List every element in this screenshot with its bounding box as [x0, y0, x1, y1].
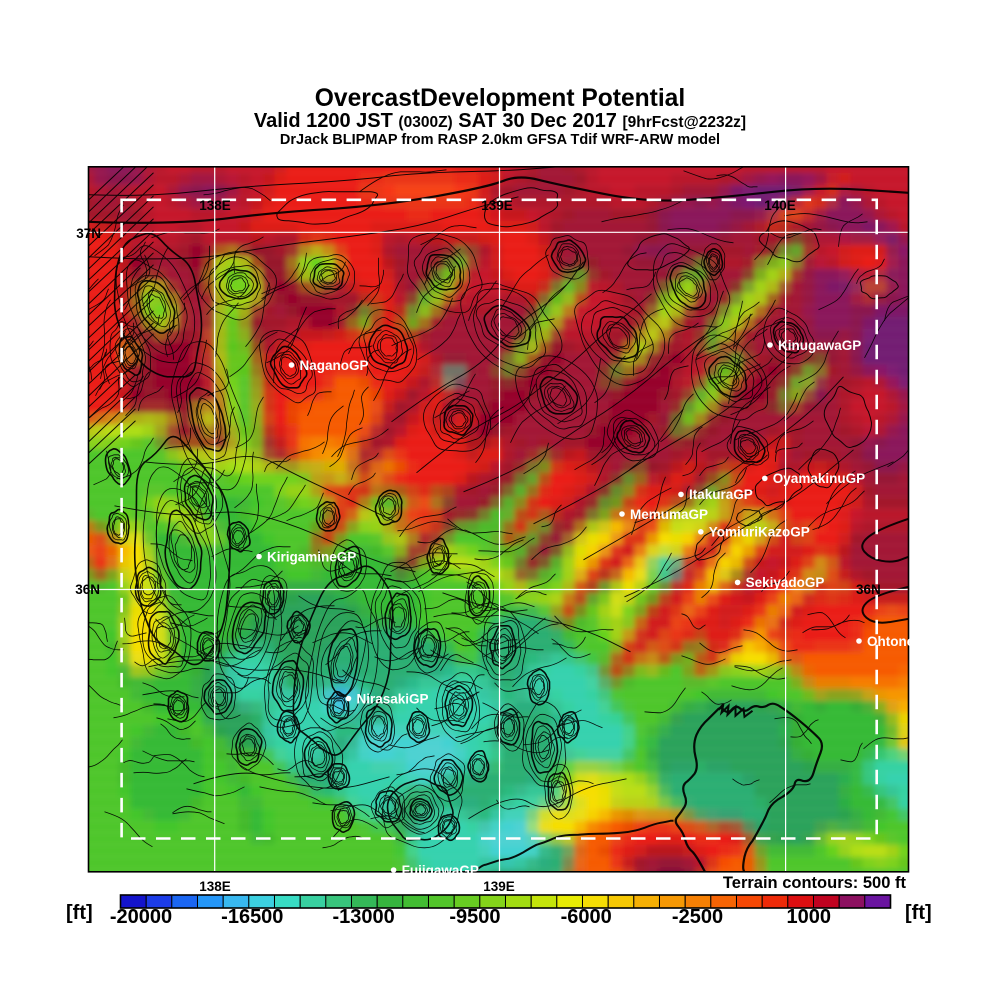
svg-text:SekiyadoGP: SekiyadoGP [746, 575, 825, 590]
svg-text:140E: 140E [764, 198, 796, 213]
svg-text:-6000: -6000 [561, 906, 612, 928]
svg-text:1000: 1000 [787, 906, 832, 928]
svg-text:-16500: -16500 [221, 906, 283, 928]
svg-text:36N: 36N [856, 582, 881, 597]
svg-text:OyamakinuGP: OyamakinuGP [773, 471, 865, 486]
svg-text:NaganoGP: NaganoGP [300, 358, 369, 373]
svg-text:36N: 36N [75, 582, 100, 597]
svg-text:KinugawaGP: KinugawaGP [778, 338, 861, 353]
svg-text:OhtoneGP: OhtoneGP [867, 634, 934, 649]
svg-text:-20000: -20000 [110, 906, 172, 928]
svg-text:139E: 139E [483, 879, 515, 894]
svg-text:[ft]: [ft] [66, 902, 93, 924]
svg-text:37N: 37N [76, 226, 101, 241]
svg-text:KirigamineGP: KirigamineGP [267, 549, 356, 564]
svg-text:NirasakiGP: NirasakiGP [357, 691, 429, 706]
svg-text:MemumaGP: MemumaGP [630, 507, 708, 522]
svg-text:Terrain contours: 500 ft: Terrain contours: 500 ft [723, 874, 907, 892]
svg-text:138E: 138E [199, 198, 231, 213]
svg-text:139E: 139E [481, 198, 513, 213]
svg-text:OvercastDevelopment Potential: OvercastDevelopment Potential [315, 85, 685, 112]
svg-text:Valid 1200 JST (0300Z) SAT 30: Valid 1200 JST (0300Z) SAT 30 Dec 2017 [… [254, 110, 746, 132]
svg-text:-9500: -9500 [449, 906, 500, 928]
svg-text:[ft]: [ft] [905, 902, 932, 924]
svg-text:YomiuriKazoGP: YomiuriKazoGP [709, 525, 810, 540]
svg-text:-2500: -2500 [672, 906, 723, 928]
svg-text:FujigawaGP: FujigawaGP [402, 863, 479, 878]
svg-text:138E: 138E [199, 879, 231, 894]
svg-text:DrJack BLIPMAP from RASP 2.0km: DrJack BLIPMAP from RASP 2.0km GFSA Tdif… [280, 132, 720, 148]
svg-text:ItakuraGP: ItakuraGP [689, 487, 753, 502]
svg-text:-13000: -13000 [332, 906, 394, 928]
